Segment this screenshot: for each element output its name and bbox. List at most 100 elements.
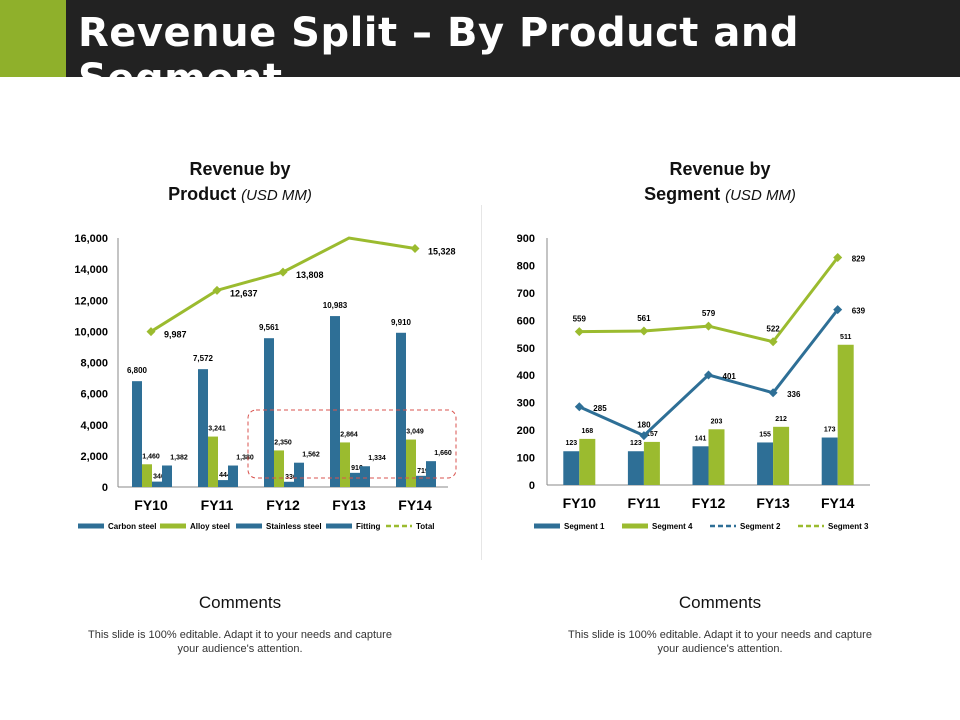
product-x-tick-label: FY11 [201,497,234,513]
product-bar-label: 6,800 [127,366,148,375]
segment-legend-swatch [534,523,560,529]
segment-point-segment-3 [704,321,713,331]
product-legend-swatch [78,523,104,529]
segment-point-segment-3 [768,337,778,347]
product-total-point [146,327,156,337]
segment-y-tick-label: 400 [517,370,535,382]
segment-y-tick-label: 900 [517,233,535,245]
segment-legend-label: Segment 3 [828,522,869,531]
product-bar-fitting [294,462,304,487]
product-x-tick-label: FY13 [332,497,366,513]
product-bar-carbon-steel [198,369,208,487]
segment-legend-label: Segment 4 [652,522,693,531]
product-legend-label: Stainless steel [266,522,322,531]
product-bar-alloy-steel [340,442,350,487]
segment-bar-segment-4 [837,344,854,485]
segment-x-tick-label: FY10 [563,495,597,511]
product-bar-label: 346 [153,474,165,481]
segment-bar-segment-4 [579,438,596,485]
segment-legend-swatch [622,523,648,529]
product-bar-carbon-steel [264,338,274,487]
segment-line-label: 559 [573,315,587,324]
product-bar-label: 1,382 [170,454,188,461]
product-chart-title-line1: Revenue by [189,159,291,179]
product-bar-alloy-steel [208,436,218,487]
segment-line-label: 180 [637,421,651,430]
segment-y-tick-label: 200 [517,425,535,437]
segment-line-label: 285 [593,404,607,413]
product-bar-label: 1,380 [236,455,254,462]
segment-bar-segment-1 [757,442,774,485]
product-y-tick-label: 14,000 [74,264,108,276]
segment-point-segment-2 [639,431,649,441]
segment-point-segment-2 [704,370,713,380]
product-bar-label: 910 [351,465,363,472]
product-bar-carbon-steel [330,316,340,487]
segment-bar-segment-1 [692,446,709,485]
product-x-tick-label: FY12 [266,497,300,513]
product-bar-label: 7,572 [193,354,214,363]
segment-chart-title-line2: Segment (USD MM) [620,182,820,208]
segment-x-tick-label: FY14 [821,495,855,511]
product-x-tick-label: FY14 [398,497,432,513]
segment-y-tick-label: 600 [517,315,535,327]
product-bar-label: 10,983 [323,301,348,310]
product-legend-swatch [160,523,186,529]
product-total-label: 15,328 [428,246,456,256]
product-bar-label: 2,864 [340,431,358,438]
segment-line-label: 336 [787,390,801,399]
segment-y-tick-label: 800 [517,260,535,272]
product-y-tick-label: 0 [102,482,108,494]
header-accent [0,0,66,77]
segment-point-segment-3 [833,252,843,262]
product-legend-label: Carbon steel [108,522,156,531]
product-bar-stainless-steel [284,481,294,487]
product-bar-label: 9,561 [259,323,280,332]
segment-bar-label: 203 [711,418,723,425]
segment-chart-unit: (USD MM) [725,187,796,204]
segment-legend-label: Segment 2 [740,522,781,531]
segment-bar-label: 141 [695,435,707,442]
product-x-tick-label: FY10 [134,497,168,513]
product-chart-title-line2: Product (USD MM) [140,182,340,208]
segment-point-segment-3 [639,326,649,336]
product-bar-alloy-steel [142,464,152,487]
segment-bar-label: 123 [630,440,642,447]
product-legend-label: Fitting [356,522,381,531]
segment-bar-label: 155 [759,431,771,438]
segment-point-segment-2 [574,402,584,412]
product-bar-label: 3,241 [208,426,226,433]
segment-y-tick-label: 0 [529,480,535,492]
product-bar-stainless-steel [218,480,228,487]
product-total-label: 12,637 [230,288,258,298]
segment-y-tick-label: 300 [517,398,535,410]
segment-bar-segment-1 [821,437,838,485]
segment-bar-label: 157 [646,431,658,438]
header-bar: Revenue Split – By Product and Segment [66,0,960,102]
segment-y-tick-label: 700 [517,288,535,300]
right-comments-heading: Comments [678,593,762,612]
segment-bar-segment-1 [627,451,644,485]
segment-line-label: 829 [852,254,866,263]
segment-y-tick-label: 500 [517,343,535,355]
product-highlight-box [247,409,457,479]
product-bar-label: 9,910 [391,318,412,327]
segment-bar-segment-4 [708,429,725,485]
segment-line-label: 561 [637,314,651,323]
segment-chart-title-line1: Revenue by [669,159,771,179]
product-y-tick-label: 4,000 [80,420,108,432]
column-divider [481,205,482,560]
right-comments-text: This slide is 100% editable. Adapt it to… [568,629,872,655]
product-bar-label: 1,660 [434,450,452,457]
product-bar-alloy-steel [406,439,416,487]
segment-bar-segment-4 [643,441,660,485]
product-bar-fitting [360,466,370,487]
product-legend-label: Alloy steel [190,522,230,531]
product-y-tick-label: 10,000 [74,326,108,338]
segment-bar-label: 173 [824,427,836,434]
product-bar-label: 1,334 [368,455,386,462]
product-bar-stainless-steel [152,481,162,487]
product-total-point [278,267,288,277]
segment-line-label: 401 [723,372,737,381]
product-bar-alloy-steel [274,450,284,487]
